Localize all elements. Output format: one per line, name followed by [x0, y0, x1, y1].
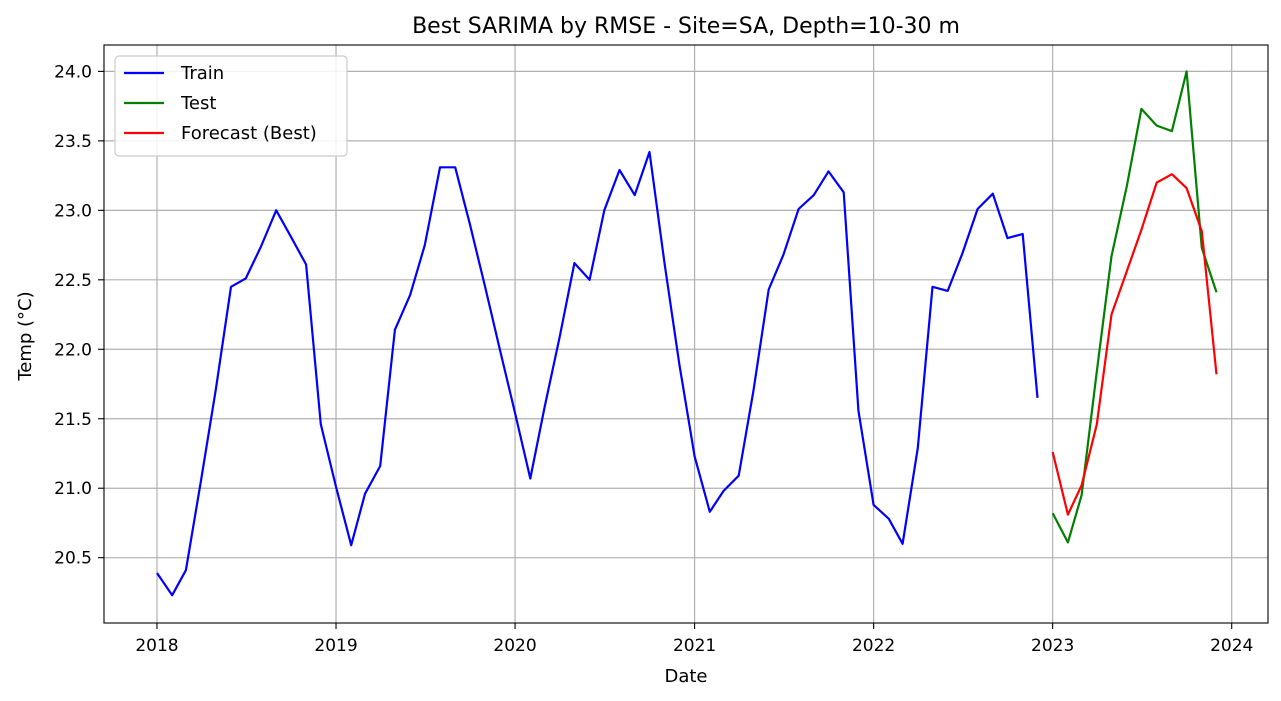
series-line-test: [1051, 70, 1218, 544]
y-tick-label: 22.5: [54, 271, 92, 291]
x-tick-label: 2024: [1210, 636, 1253, 656]
x-tick-label: 2018: [135, 636, 178, 656]
legend-label-train: Train: [180, 63, 224, 84]
y-tick-label: 24.0: [54, 62, 92, 82]
x-tick-label: 2023: [1031, 636, 1074, 656]
y-tick-label: 21.5: [54, 410, 92, 430]
plot-frame: [103, 44, 1269, 624]
x-tick-label: 2020: [493, 636, 536, 656]
series-line-forecast-best: [1051, 173, 1218, 516]
x-tick-label: 2021: [673, 636, 716, 656]
x-tick-label: 2022: [852, 636, 895, 656]
y-tick-label: 21.0: [54, 479, 92, 499]
grid: [104, 45, 1268, 623]
y-tick-label: 23.0: [54, 201, 92, 221]
chart-title: Best SARIMA by RMSE - Site=SA, Depth=10-…: [412, 14, 960, 39]
legend-label-forecast-best: Forecast (Best): [181, 123, 317, 144]
y-tick-label: 20.5: [54, 549, 92, 569]
axes: 2018 2019 2020 2021 2022 2023 2024 20.5 21.0 21.5…: [54, 44, 1269, 656]
legend-label-test: Test: [180, 93, 216, 114]
x-axis-label: Date: [664, 666, 707, 687]
series-line-train: [156, 150, 1039, 597]
y-axis-label: Temp (°C): [15, 291, 36, 381]
x-tick-label: 2019: [314, 636, 357, 656]
legend-box: [114, 55, 348, 157]
y-tick-label: 22.0: [54, 340, 92, 360]
plot-area: [156, 70, 1218, 597]
y-tick-label: 23.5: [54, 132, 92, 152]
legend: Train Test Forecast (Best): [114, 55, 348, 157]
